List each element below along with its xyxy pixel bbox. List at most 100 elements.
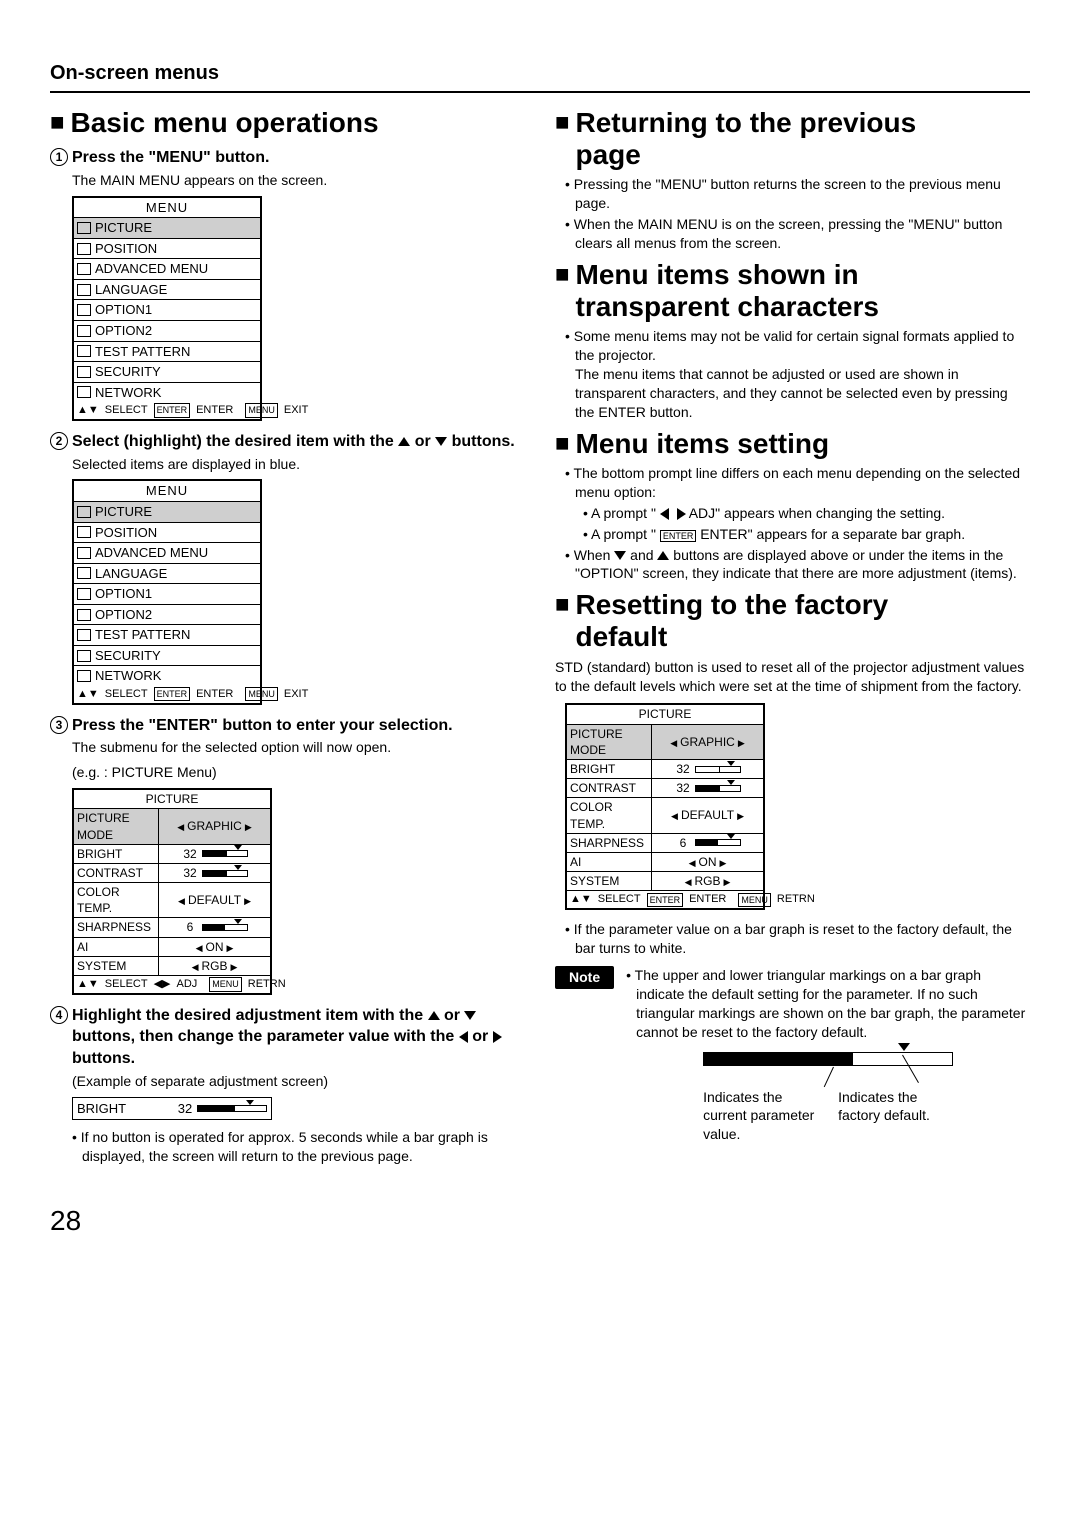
adj-row: COLOR TEMP.DEFAULT [567, 798, 763, 833]
menu-item-icon [77, 547, 91, 559]
page-number: 28 [50, 1202, 1030, 1240]
adj-row: PICTURE MODEGRAPHIC [567, 725, 763, 760]
menu-item-icon [77, 325, 91, 337]
adj-label: SHARPNESS [74, 918, 159, 936]
adj-value: DEFAULT [188, 892, 241, 908]
note-block: Note The upper and lower triangular mark… [555, 966, 1030, 1144]
left-arrow-icon [660, 508, 669, 520]
menu-item-label: NETWORK [95, 667, 161, 685]
menu-item-label: ADVANCED MENU [95, 260, 208, 278]
step3-title: Press the "ENTER" button to enter your s… [72, 715, 453, 737]
bar-gauge [695, 839, 741, 846]
section-returning: ■ Returning to the previous page [555, 107, 1030, 171]
bar-graph-diagram: Indicates the current parameter value. I… [703, 1052, 953, 1145]
adj-value-cell: RGB [652, 872, 763, 890]
menu-item-label: SECURITY [95, 647, 161, 665]
menu-item-icon [77, 650, 91, 662]
square-bullet-icon: ■ [50, 107, 65, 138]
prompt-enter: ENTER [196, 687, 233, 702]
adj-label: PICTURE MODE [74, 809, 159, 843]
updown-icon: ▲▼ [77, 977, 99, 992]
adj-label: AI [74, 938, 159, 956]
adj-row: CONTRAST 32 [567, 779, 763, 798]
right-arrow-icon [245, 818, 252, 834]
sec1-bullet: When the MAIN MENU is on the screen, pre… [565, 215, 1030, 253]
right-arrow-icon [737, 807, 744, 823]
menu-item: PICTURE [74, 502, 260, 523]
leftright-icon: ◀▶ [154, 977, 171, 992]
sec4-title-b: default [576, 621, 668, 652]
left-arrow-icon [671, 807, 678, 823]
prompt-retrn: RETRN [248, 977, 286, 992]
prompt-select: SELECT [105, 977, 148, 992]
menu-item-icon [77, 629, 91, 641]
menu-item-icon [77, 263, 91, 275]
right-arrow-icon [720, 854, 727, 870]
down-arrow-icon [464, 1011, 476, 1020]
adj-prompt-row: ▲▼ SELECT ENTER ENTER MENU RETRN [567, 890, 763, 908]
note-body: The upper and lower triangular markings … [626, 966, 1030, 1144]
note-text: The upper and lower triangular markings … [626, 966, 1030, 1042]
adj-label: CONTRAST [567, 779, 652, 797]
square-bullet-icon: ■ [555, 428, 570, 459]
adj-title: PICTURE [567, 705, 763, 724]
section-resetting: ■ Resetting to the factory default [555, 589, 1030, 653]
adj-row: COLOR TEMP.DEFAULT [74, 883, 270, 918]
adj-prompt-row: ▲▼ SELECT ◀▶ ADJ MENU RETRN [74, 975, 270, 993]
bar-gauge [202, 850, 248, 857]
menu-item-label: ADVANCED MENU [95, 544, 208, 562]
menu-item: POSITION [74, 523, 260, 544]
prompt-select: SELECT [105, 403, 148, 418]
adj-row: CONTRAST32 [74, 864, 270, 883]
sec3-bullet: The bottom prompt line differs on each m… [565, 464, 1030, 502]
note-label: Note [555, 966, 614, 989]
adj-value: GRAPHIC [680, 734, 735, 750]
step4-body: (Example of separate adjustment screen) [72, 1072, 525, 1091]
sec3-sub1: A prompt " ADJ" appears when changing th… [583, 504, 1030, 523]
adj-row: PICTURE MODEGRAPHIC [74, 809, 270, 844]
right-column: ■ Returning to the previous page Pressin… [555, 101, 1030, 1172]
up-arrow-icon [657, 551, 669, 560]
step-number-icon: 4 [50, 1006, 68, 1024]
updown-icon: ▲▼ [77, 687, 99, 702]
adj-value-cell: DEFAULT [159, 883, 270, 917]
adj-value: 32 [674, 761, 692, 777]
menu-item: SECURITY [74, 646, 260, 667]
menu-item: LANGUAGE [74, 564, 260, 585]
section-transparent: ■ Menu items shown in transparent charac… [555, 259, 1030, 323]
square-bullet-icon: ■ [555, 259, 570, 290]
diag-label-default: Indicates the factory default. [838, 1088, 953, 1145]
step4-heading: 4 Highlight the desired adjustment item … [50, 1005, 525, 1070]
section-setting: ■ Menu items setting [555, 428, 1030, 460]
adj-value: 32 [674, 780, 692, 796]
adj-value-cell: 32 [652, 779, 763, 797]
left-arrow-icon [459, 1031, 468, 1043]
adj-row: AION [74, 938, 270, 957]
menu-item-label: OPTION1 [95, 585, 152, 603]
menu-item: POSITION [74, 239, 260, 260]
left-arrow-icon [177, 818, 184, 834]
menu-item-label: PICTURE [95, 503, 152, 521]
menu-item: ADVANCED MENU [74, 259, 260, 280]
bar-gauge [202, 924, 248, 931]
step1-body: The MAIN MENU appears on the screen. [72, 171, 525, 190]
menu-item-icon [77, 588, 91, 600]
sec3-sub2: A prompt " ENTER ENTER" appears for a se… [583, 525, 1030, 544]
adj-value: 6 [674, 835, 692, 851]
right-arrow-icon [244, 892, 251, 908]
adj-value-cell: 6 [159, 918, 270, 936]
step-number-icon: 3 [50, 716, 68, 734]
adj-row: BRIGHT32 [567, 760, 763, 779]
menu-item-label: NETWORK [95, 384, 161, 402]
menu-item-label: TEST PATTERN [95, 626, 190, 644]
menu-item: ADVANCED MENU [74, 543, 260, 564]
menu-item-label: OPTION2 [95, 322, 152, 340]
step3-body1: The submenu for the selected option will… [72, 738, 525, 757]
sec3-list: The bottom prompt line differs on each m… [565, 464, 1030, 502]
step-number-icon: 2 [50, 432, 68, 450]
menu-item-icon [77, 284, 91, 296]
adj-label: SYSTEM [74, 957, 159, 975]
left-arrow-icon [196, 939, 203, 955]
adj-row: SYSTEMRGB [567, 872, 763, 890]
menu-key-icon: MENU [209, 977, 242, 991]
